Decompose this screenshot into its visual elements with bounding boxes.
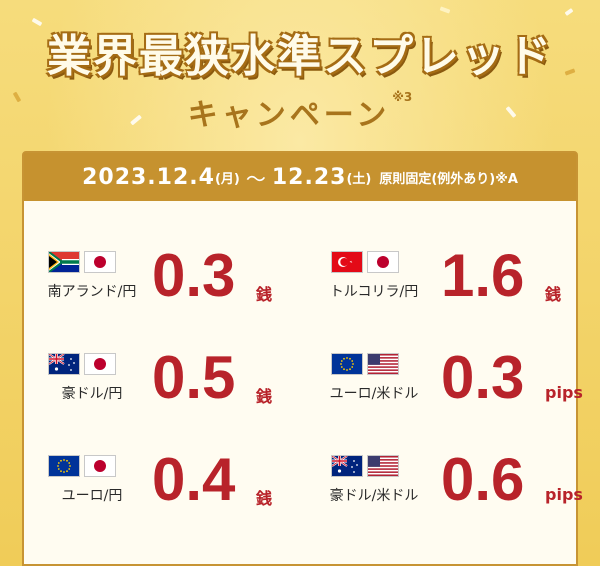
jp-flag-icon	[84, 455, 116, 477]
spread-unit: pips	[545, 383, 583, 402]
flag-group	[331, 455, 399, 477]
period-start: 2023.12.4	[82, 164, 215, 190]
jp-flag-icon	[84, 353, 116, 375]
period-header: 2023.12.4 (月) ～ 12.23 (土) 原則固定(例外あり)※A	[24, 153, 576, 201]
spread-value: 0.3	[441, 344, 525, 411]
pair-label: 南アランド/円	[47, 284, 137, 300]
us-flag-icon	[367, 353, 399, 375]
spread-panel: 2023.12.4 (月) ～ 12.23 (土) 原則固定(例外あり)※A	[22, 151, 583, 566]
tr-flag-icon	[331, 251, 363, 273]
jp-flag-icon	[84, 251, 116, 273]
jp-flag-icon	[367, 251, 399, 273]
period-end-day: (土)	[346, 171, 372, 187]
flag-group	[48, 353, 116, 375]
spread-item-eurusd: ユーロ/米ドル 0.3 pips	[309, 345, 583, 443]
pair-label: ユーロ/米ドル	[329, 386, 419, 402]
flag-group	[48, 251, 116, 273]
spread-value: 0.4	[152, 446, 236, 513]
spread-unit: 銭	[545, 285, 562, 304]
au-flag-icon	[331, 455, 363, 477]
pair-label: ユーロ/円	[61, 488, 123, 504]
campaign-subtitle: キャンペーン※3	[0, 90, 600, 134]
spread-unit: 銭	[256, 387, 273, 406]
spread-item-tryjpy: トルコリラ/円 1.6 銭	[309, 243, 579, 341]
spread-unit: 銭	[256, 285, 273, 304]
spread-value: 0.6	[441, 446, 525, 513]
pair-label: 豪ドル/米ドル	[329, 488, 419, 504]
spread-value: 1.6	[441, 242, 525, 309]
campaign-title: 業界最狭水準スプレッド	[47, 31, 553, 82]
spread-item-audusd: 豪ドル/米ドル 0.6 pips	[309, 447, 583, 545]
spread-value: 0.5	[152, 344, 236, 411]
spread-grid: 南アランド/円 0.3 銭 トルコリラ/円 1.6 銭	[24, 201, 583, 564]
pair-label: トルコリラ/円	[329, 284, 419, 300]
eu-flag-icon	[331, 353, 363, 375]
au-flag-icon	[48, 353, 80, 375]
period-separator: ～	[245, 166, 266, 191]
spread-item-eurjpy: ユーロ/円 0.4 銭	[34, 447, 304, 545]
period-start-day: (月)	[214, 171, 240, 187]
za-flag-icon	[48, 251, 80, 273]
spread-value: 0.3	[152, 242, 236, 309]
flag-group	[331, 251, 399, 273]
spread-unit: pips	[545, 485, 583, 504]
pair-label: 豪ドル/円	[61, 386, 123, 402]
period-condition: 原則固定(例外あり)※A	[379, 171, 518, 187]
spread-item-zarjpy: 南アランド/円 0.3 銭	[34, 243, 304, 341]
eu-flag-icon	[48, 455, 80, 477]
flag-group	[48, 455, 116, 477]
spread-item-audjpy: 豪ドル/円 0.5 銭	[34, 345, 304, 443]
period-end: 12.23	[271, 164, 347, 190]
campaign-subtitle-text: キャンペーン	[187, 98, 391, 133]
us-flag-icon	[367, 455, 399, 477]
spread-unit: 銭	[256, 489, 273, 508]
campaign-subtitle-note: ※3	[392, 90, 413, 104]
flag-group	[331, 353, 399, 375]
